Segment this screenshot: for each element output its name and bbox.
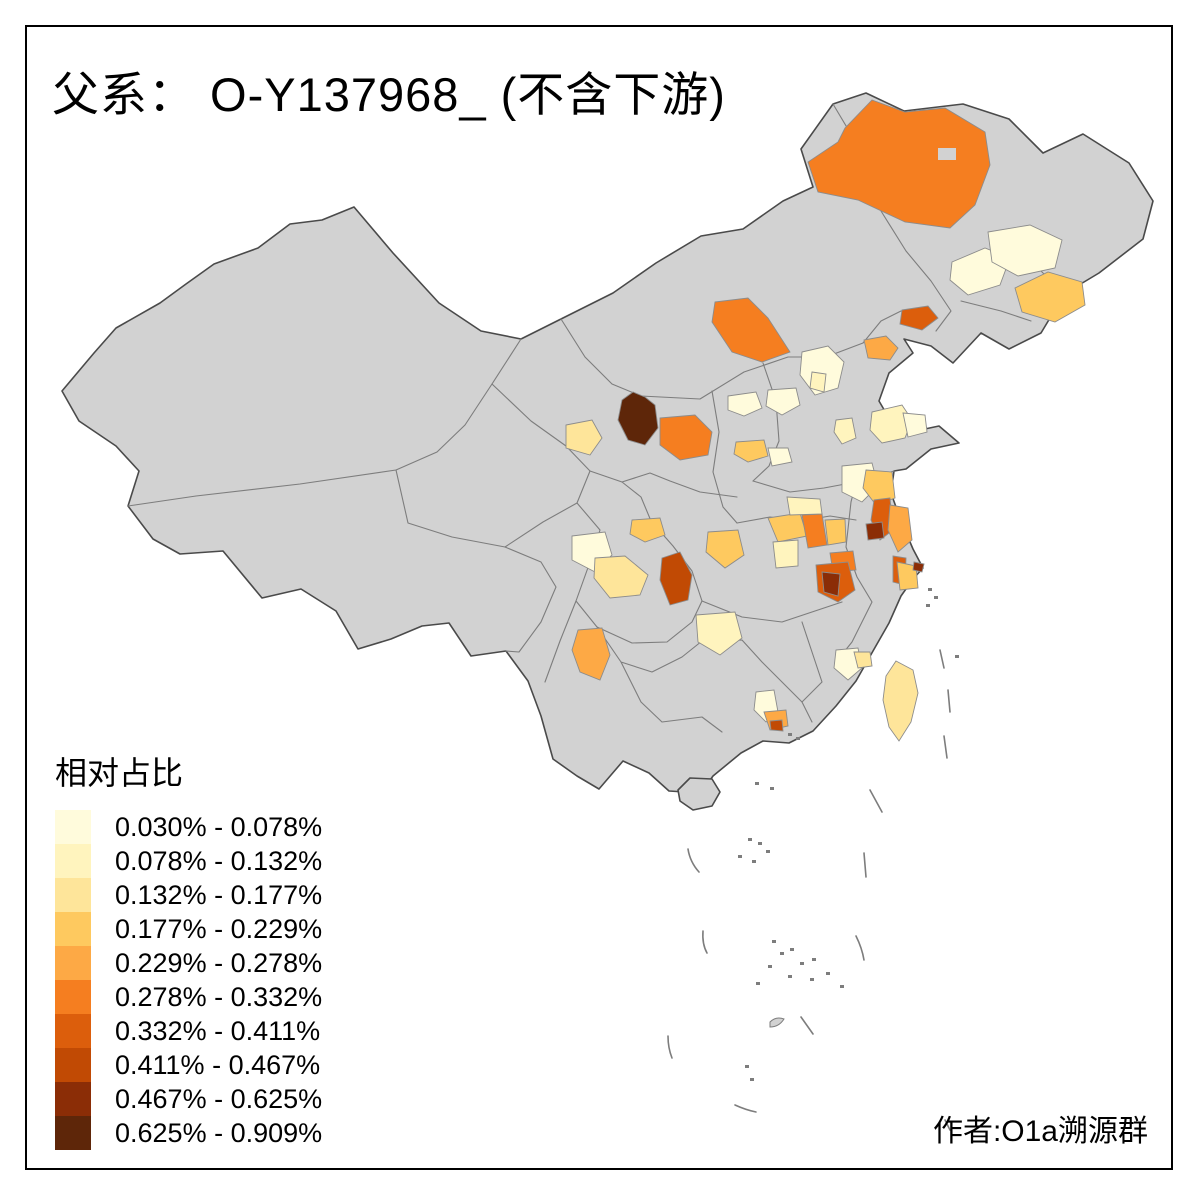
region-gansu-central — [565, 419, 603, 456]
region-heilongjiang-central — [987, 224, 1063, 277]
china-mainland-outline — [61, 92, 1154, 794]
islet-blob — [769, 1017, 785, 1028]
region-shandong-west — [869, 404, 913, 444]
legend-label-1: 0.030% - 0.078% — [115, 811, 323, 842]
attribution: 作者:O1a溯源群 — [932, 1115, 1148, 1148]
region-shanxi-south — [733, 439, 769, 463]
legend-swatch-8 — [55, 1048, 91, 1082]
region-hebei-central — [765, 387, 801, 416]
legend-label-10: 0.625% - 0.909% — [115, 1117, 323, 1148]
legend-swatch-4 — [55, 912, 91, 946]
region-sichuan-northeast — [629, 517, 666, 543]
region-yunnan-northeast — [571, 627, 611, 681]
region-shaanxi-north — [659, 414, 713, 461]
region-inner-mongolia-central — [711, 297, 791, 363]
region-hubei-west — [659, 551, 693, 606]
region-inner-mongolia-ne — [807, 99, 991, 229]
legend-swatch-2 — [55, 844, 91, 878]
legend-row: 0.467% - 0.625% — [55, 1082, 322, 1116]
legend-label-7: 0.332% - 0.411% — [115, 1015, 321, 1046]
islet-specks — [738, 588, 959, 1081]
region-fujian-quanzhou — [853, 651, 873, 669]
legend-label-2: 0.078% - 0.132% — [115, 845, 323, 876]
region-hole — [938, 148, 956, 160]
region-anhui-pale-west — [772, 539, 799, 569]
legend-label-5: 0.229% - 0.278% — [115, 947, 323, 978]
region-shanghai-spot — [912, 561, 925, 573]
legend-swatch-7 — [55, 1014, 91, 1048]
legend: 相对占比 0.030% - 0.078% 0.078% - 0.132% 0.1… — [55, 748, 322, 1150]
region-sichuan-deyang — [593, 555, 649, 599]
legend-row: 0.078% - 0.132% — [55, 844, 322, 878]
legend-row: 0.411% - 0.467% — [55, 1048, 322, 1082]
legend-label-9: 0.467% - 0.625% — [115, 1083, 323, 1114]
region-anhui-pale-north — [786, 496, 823, 516]
legend-row: 0.132% - 0.177% — [55, 878, 322, 912]
region-jiangsu-central-dark — [865, 521, 885, 541]
legend-row: 0.177% - 0.229% — [55, 912, 322, 946]
legend-label-4: 0.177% - 0.229% — [115, 913, 323, 944]
region-anhui-hefei-core — [821, 571, 841, 597]
legend-row: 0.625% - 0.909% — [55, 1116, 322, 1150]
legend-title: 相对占比 — [55, 755, 184, 791]
legend-swatch-9 — [55, 1082, 91, 1116]
legend-row: 0.278% - 0.332% — [55, 980, 322, 1014]
region-hebei-south — [767, 447, 793, 467]
region-taiwan — [882, 660, 919, 742]
legend-swatch-1 — [55, 810, 91, 844]
region-jiangsu-yancheng — [887, 504, 913, 553]
legend-swatch-5 — [55, 946, 91, 980]
sea-dashes-and-islets — [667, 588, 959, 1131]
region-guangdong-foshan — [769, 719, 784, 732]
legend-swatch-6 — [55, 980, 91, 1014]
legend-label-8: 0.411% - 0.467% — [115, 1049, 321, 1080]
region-hebei-ne — [863, 335, 899, 361]
region-henan-north — [833, 417, 857, 445]
legend-row: 0.332% - 0.411% — [55, 1014, 322, 1048]
region-anhui-northeast — [824, 518, 847, 546]
choropleth-regions — [565, 99, 1086, 742]
region-beijing-city — [809, 371, 827, 393]
region-shandong-east — [902, 412, 928, 438]
legend-label-6: 0.278% - 0.332% — [115, 981, 323, 1012]
region-hubei-south — [695, 611, 743, 656]
legend-swatch-10 — [55, 1116, 91, 1150]
legend-row: 0.229% - 0.278% — [55, 946, 322, 980]
hainan-island — [677, 777, 721, 811]
legend-row: 0.030% - 0.078% — [55, 810, 322, 844]
page-title: 父系： O-Y137968_ (不含下游) — [52, 68, 726, 121]
legend-label-3: 0.132% - 0.177% — [115, 879, 323, 910]
region-jilin-central — [1014, 271, 1086, 323]
legend-swatch-3 — [55, 878, 91, 912]
region-shanxi-north — [727, 391, 763, 417]
region-ningxia — [617, 391, 659, 446]
region-henan-southwest — [705, 529, 745, 569]
region-liaoning-west — [899, 305, 939, 331]
